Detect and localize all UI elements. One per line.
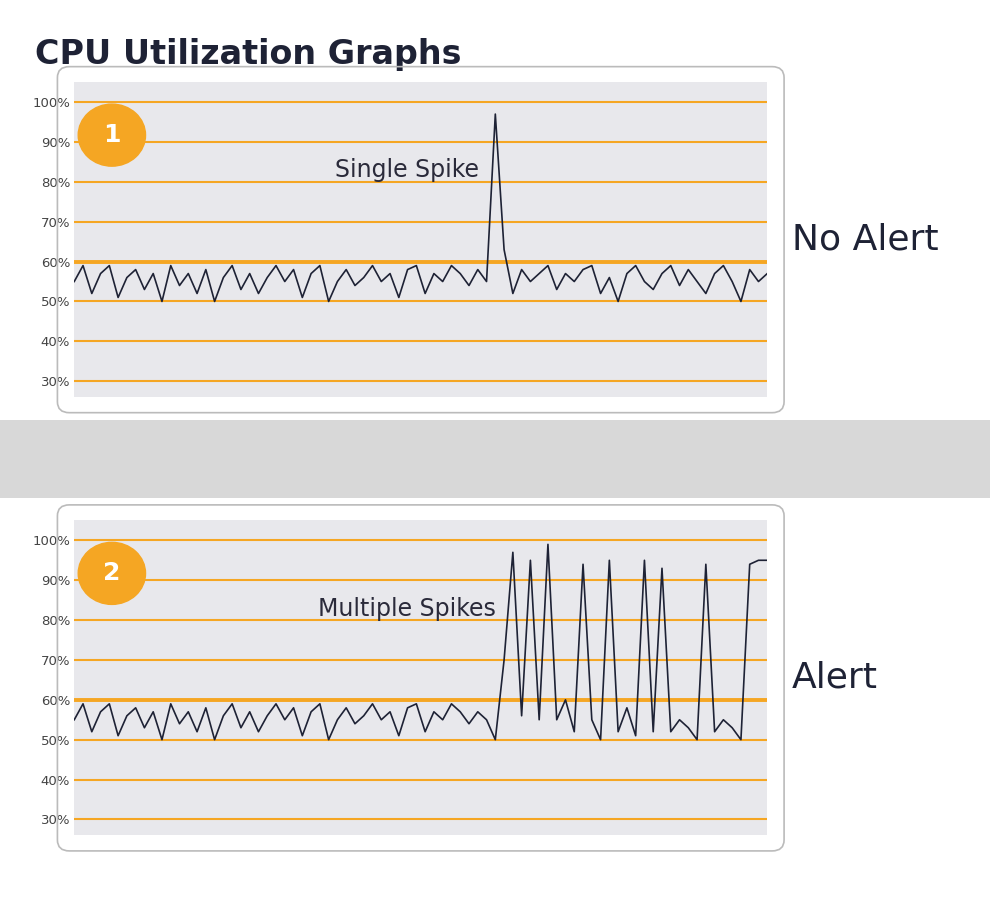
Text: 2: 2	[103, 561, 121, 585]
Text: Multiple Spikes: Multiple Spikes	[318, 596, 496, 621]
Text: CPU Utilization Graphs: CPU Utilization Graphs	[35, 38, 461, 71]
Text: No Alert: No Alert	[792, 223, 939, 257]
Text: Alert: Alert	[792, 661, 878, 695]
Text: Single Spike: Single Spike	[335, 158, 479, 183]
Text: 1: 1	[103, 123, 121, 147]
